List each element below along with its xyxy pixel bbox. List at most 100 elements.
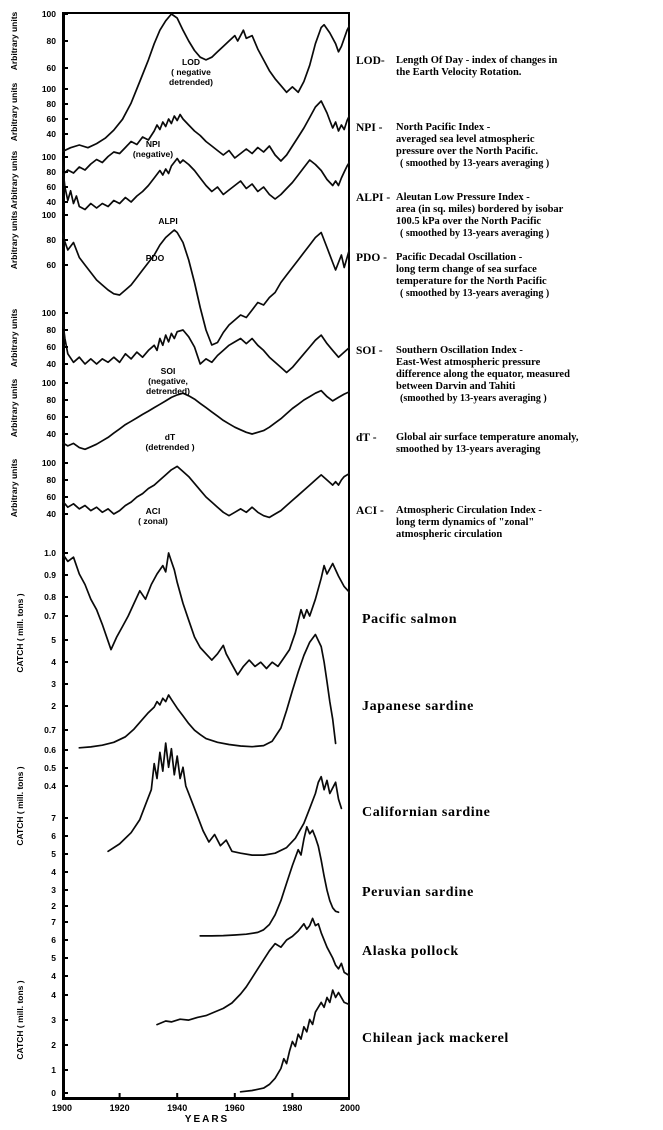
y-tick-label: 0.4 bbox=[44, 781, 56, 791]
series-line-aci bbox=[62, 465, 350, 519]
curve-label-alpi: ALPI bbox=[158, 216, 178, 226]
y-tick-label: 5 bbox=[51, 953, 56, 963]
arbitrary-units-axis-label: Arbitrary units bbox=[9, 308, 19, 368]
curve-label-dt: dT (detrended ) bbox=[145, 432, 195, 452]
species-label-japanese-sardine: Japanese sardine bbox=[362, 699, 474, 714]
y-tick-label: 100 bbox=[41, 84, 56, 94]
arbitrary-units-axis-label: Arbitrary units bbox=[9, 150, 19, 210]
y-tick-label: 0.9 bbox=[44, 570, 56, 580]
plot-svg bbox=[62, 13, 350, 1100]
y-tick-label: 7 bbox=[51, 813, 56, 823]
y-tick-label: 80 bbox=[46, 36, 56, 46]
series-line-japanese-sardine bbox=[78, 633, 337, 749]
y-tick-label: 1.0 bbox=[44, 548, 56, 558]
y-tick-label: 5 bbox=[51, 849, 56, 859]
y-tick-label: 60 bbox=[46, 63, 56, 73]
series-line-alaska-pollock bbox=[156, 917, 350, 1026]
series-line-californian-sardine bbox=[107, 742, 343, 856]
definition-pdo: PDO - Pacific Decadal Oscillation - long… bbox=[356, 252, 660, 300]
definition-term: ACI - bbox=[356, 505, 384, 517]
definition-term: SOI - bbox=[356, 345, 383, 357]
catch-axis-label: CATCH ( mill. tons ) bbox=[15, 766, 25, 846]
y-tick-label: 3 bbox=[51, 885, 56, 895]
y-tick-label: 5 bbox=[51, 635, 56, 645]
y-tick-label: 60 bbox=[46, 260, 56, 270]
definition-text: Atmospheric Circulation Index - long ter… bbox=[396, 505, 542, 540]
y-tick-label: 2 bbox=[51, 1040, 56, 1050]
curve-label-lod: LOD ( negative detrended) bbox=[169, 57, 213, 87]
species-label-chilean-jack-mackerel: Chilean jack mackerel bbox=[362, 1031, 509, 1046]
y-tick-label: 60 bbox=[46, 412, 56, 422]
definition-note: ( smoothed by 13-years averaging ) bbox=[400, 158, 550, 169]
definition-dt: dT - Global air surface temperature anom… bbox=[356, 432, 660, 456]
y-tick-label: 100 bbox=[41, 378, 56, 388]
series-line-peruvian-sardine bbox=[199, 825, 340, 937]
definition-alpi: ALPI - Aleutan Low Pressure Index - area… bbox=[356, 192, 660, 240]
y-tick-label: 80 bbox=[46, 475, 56, 485]
x-tick-label: 1920 bbox=[109, 1103, 130, 1113]
definition-aci: ACI - Atmospheric Circulation Index - lo… bbox=[356, 505, 660, 541]
curve-label-npi: NPI (negative) bbox=[132, 139, 174, 159]
y-tick-label: 100 bbox=[41, 152, 56, 162]
arbitrary-units-axis-label: Arbitrary units bbox=[9, 210, 19, 270]
y-tick-label: 40 bbox=[46, 197, 56, 207]
y-tick-label: 2 bbox=[51, 901, 56, 911]
catch-axis-label: CATCH ( mill. tons ) bbox=[15, 593, 25, 673]
y-tick-label: 1 bbox=[51, 1065, 56, 1075]
y-tick-label: 2 bbox=[51, 701, 56, 711]
species-label-alaska-pollock: Alaska pollock bbox=[362, 944, 459, 959]
y-tick-label: 100 bbox=[41, 458, 56, 468]
y-tick-label: 80 bbox=[46, 325, 56, 335]
species-label-californian-sardine: Californian sardine bbox=[362, 805, 491, 820]
y-tick-label: 0.5 bbox=[44, 763, 56, 773]
curve-label-pdo: PDO bbox=[145, 253, 165, 263]
y-tick-label: 100 bbox=[41, 210, 56, 220]
y-tick-label: 0.7 bbox=[44, 725, 56, 735]
y-tick-label: 100 bbox=[41, 9, 56, 19]
y-tick-label: 0.6 bbox=[44, 745, 56, 755]
y-tick-label: 60 bbox=[46, 342, 56, 352]
y-tick-label: 80 bbox=[46, 167, 56, 177]
y-tick-label: 0.7 bbox=[44, 611, 56, 621]
definition-term: dT - bbox=[356, 432, 377, 444]
y-tick-label: 0 bbox=[51, 1088, 56, 1098]
x-axis-title: YEARS bbox=[184, 1114, 230, 1125]
definition-note: ( smoothed by 13-years averaging ) bbox=[400, 288, 550, 299]
definition-text: Pacific Decadal Oscillation - long term … bbox=[396, 252, 660, 300]
y-tick-label: 80 bbox=[46, 99, 56, 109]
y-tick-label: 40 bbox=[46, 359, 56, 369]
curve-label-soi: SOI (negative, detrended) bbox=[146, 366, 190, 396]
y-tick-label: 4 bbox=[51, 657, 56, 667]
definition-term: NPI - bbox=[356, 122, 383, 134]
x-tick-label: 1940 bbox=[167, 1103, 188, 1113]
x-tick-label: 1960 bbox=[224, 1103, 245, 1113]
definition-soi: SOI - Southern Oscillation Index - East-… bbox=[356, 345, 660, 405]
y-tick-label: 60 bbox=[46, 182, 56, 192]
y-tick-label: 100 bbox=[41, 308, 56, 318]
definition-term: PDO - bbox=[356, 252, 387, 264]
y-tick-label: 4 bbox=[51, 867, 56, 877]
definition-text: Global air surface temperature anomaly, … bbox=[396, 432, 579, 455]
y-tick-label: 40 bbox=[46, 429, 56, 439]
definition-text: Length Of Day - index of changes in the … bbox=[396, 55, 558, 78]
arbitrary-units-axis-label: Arbitrary units bbox=[9, 458, 19, 518]
arbitrary-units-axis-label: Arbitrary units bbox=[9, 378, 19, 438]
definition-term: ALPI - bbox=[356, 192, 391, 204]
y-tick-label: 80 bbox=[46, 235, 56, 245]
y-tick-label: 60 bbox=[46, 492, 56, 502]
curve-label-aci: ACI ( zonal) bbox=[138, 506, 168, 526]
definition-text: Southern Oscillation Index - East-West a… bbox=[396, 345, 660, 405]
definition-note: (smoothed by 13-years averaging ) bbox=[400, 393, 547, 404]
y-tick-label: 80 bbox=[46, 395, 56, 405]
arbitrary-units-axis-label: Arbitrary units bbox=[9, 82, 19, 142]
definition-term: LOD- bbox=[356, 55, 385, 67]
y-tick-label: 40 bbox=[46, 509, 56, 519]
definition-lod: LOD- Length Of Day - index of changes in… bbox=[356, 55, 660, 79]
species-label-pacific-salmon: Pacific salmon bbox=[362, 612, 458, 627]
series-line-alpi bbox=[62, 157, 350, 211]
definition-text: North Pacific Index - averaged sea level… bbox=[396, 122, 660, 170]
x-tick-label: 1980 bbox=[282, 1103, 303, 1113]
y-tick-label: 0.8 bbox=[44, 592, 56, 602]
y-tick-label: 40 bbox=[46, 129, 56, 139]
